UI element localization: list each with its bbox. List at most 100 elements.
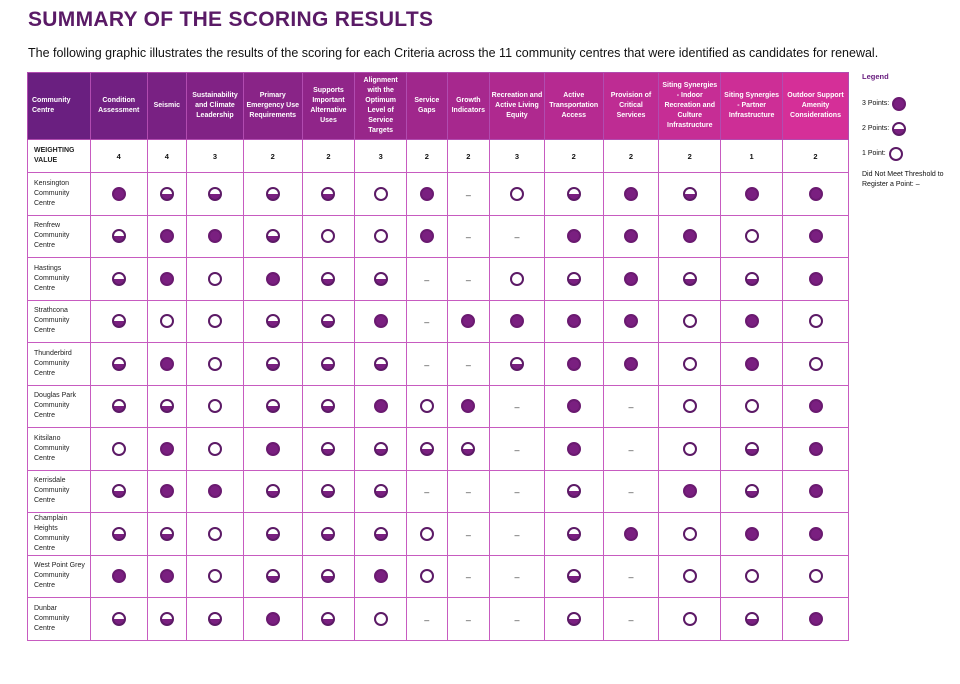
half-circle-icon [265,356,280,371]
full-circle-icon [419,229,434,244]
no-score-dash: – [514,572,520,583]
table-row: Dunbar Community Centre – – – – [27,597,849,641]
full-circle-icon [566,314,581,329]
full-circle-icon [808,441,823,456]
half-circle-icon [265,399,280,414]
full-circle-icon [566,399,581,414]
score-cell [242,214,303,258]
score-cell [782,257,849,301]
intro-text: The following graphic illustrates the re… [28,46,879,60]
empty-circle-icon [419,569,434,584]
score-cell: – [406,299,448,343]
score-cell: – [446,172,491,216]
score-cell [782,512,849,556]
full-circle-icon [265,271,280,286]
half-circle-icon [265,526,280,541]
score-cell [146,342,188,386]
column-header: Outdoor Support Amenity Considerations [782,72,849,140]
weighting-value: 2 [543,139,604,173]
full-circle-icon [808,484,823,499]
score-cell [782,342,849,386]
empty-circle-icon [744,399,759,414]
score-cell [406,214,448,258]
half-circle-icon [321,441,336,456]
score-cell [543,172,604,216]
score-cell [446,384,491,428]
score-cell [354,427,408,471]
score-cell [782,299,849,343]
score-cell [89,214,148,258]
weighting-value: 2 [658,139,722,173]
score-cell [242,427,303,471]
full-circle-icon [623,314,638,329]
score-cell [89,597,148,641]
legend: Legend 3 Points: 2 Points: 1 Point: Did … [862,72,958,190]
full-circle-icon [744,186,759,201]
score-cell [658,342,722,386]
half-circle-icon [321,399,336,414]
half-circle-icon [373,441,388,456]
half-circle-icon [265,569,280,584]
centre-name: Kerrisdale Community Centre [27,469,91,513]
half-circle-icon [373,484,388,499]
empty-circle-icon [744,569,759,584]
column-header: Service Gaps [406,72,448,140]
score-cell [658,172,722,216]
score-cell [146,257,188,301]
weighting-value: 1 [720,139,783,173]
score-cell [89,469,148,513]
no-score-dash: – [465,274,471,285]
score-cell [782,554,849,598]
full-circle-icon [111,569,126,584]
full-circle-icon [509,314,524,329]
score-cell: – [489,469,545,513]
score-cell [146,597,188,641]
score-cell [301,214,356,258]
half-circle-icon [373,526,388,541]
empty-circle-icon [419,526,434,541]
half-circle-icon [566,611,581,626]
score-cell [720,299,783,343]
score-cell [89,172,148,216]
column-header: Recreation and Active Living Equity [489,72,545,140]
no-score-dash: – [465,189,471,200]
score-cell: – [406,597,448,641]
score-cell: – [489,597,545,641]
score-cell [301,554,356,598]
weighting-value: 2 [782,139,849,173]
score-cell [186,384,244,428]
half-circle-icon [419,441,434,456]
empty-circle-icon [207,441,222,456]
score-cell [242,512,303,556]
score-cell [543,342,604,386]
empty-circle-icon [207,399,222,414]
score-cell [354,512,408,556]
full-circle-icon [623,229,638,244]
empty-circle-icon [509,186,524,201]
full-circle-icon [159,484,174,499]
half-circle-icon [321,526,336,541]
score-cell [658,384,722,428]
legend-two: 2 Points: [862,116,958,141]
legend-three-label: 3 Points: [862,100,890,107]
score-cell [543,512,604,556]
half-circle-icon [265,186,280,201]
score-cell [146,427,188,471]
score-cell [658,427,722,471]
score-cell [782,469,849,513]
score-cell [146,172,188,216]
score-cell [354,384,408,428]
score-cell [89,384,148,428]
full-circle-icon [808,526,823,541]
score-cell [602,342,660,386]
no-score-dash: – [514,232,520,243]
score-cell [406,427,448,471]
score-cell [658,257,722,301]
half-circle-icon [111,611,126,626]
full-circle-icon [265,441,280,456]
half-circle-icon [321,271,336,286]
legend-none: Did Not Meet Threshold to Register a Poi… [862,171,944,188]
score-cell [242,384,303,428]
score-cell [782,384,849,428]
half-circle-icon [744,484,759,499]
